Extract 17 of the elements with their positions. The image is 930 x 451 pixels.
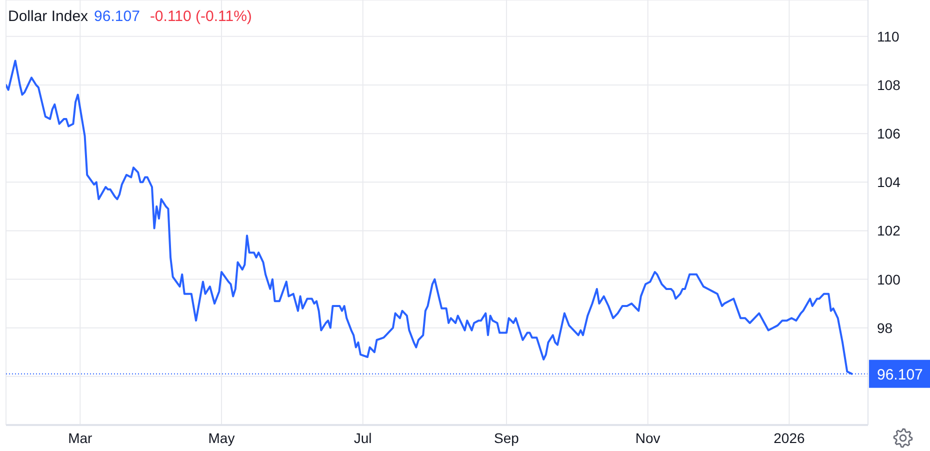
- y-tick-label: 110: [877, 28, 900, 44]
- text: Dollar Index: [8, 8, 88, 25]
- ref-line-label: 96.107: [877, 366, 923, 384]
- x-tick-label: Sep: [494, 430, 520, 446]
- annotation: -0.110 (-0.11%): [150, 8, 252, 25]
- x-tick-label: Mar: [68, 430, 93, 446]
- x-tick-label: 2026: [774, 430, 805, 446]
- x-tick-label: Nov: [635, 430, 660, 446]
- y-tick-label: 106: [877, 126, 901, 142]
- annotation: 96.107: [94, 8, 140, 25]
- y-tick-label: 108: [877, 76, 901, 93]
- x-tick-label: Jul: [354, 430, 372, 446]
- y-tick-label: 98: [877, 320, 893, 336]
- y-tick-label: 104: [877, 174, 901, 190]
- y-tick-label: 100: [877, 271, 901, 288]
- x-tick-label: May: [208, 430, 235, 446]
- y-tick-label: 102: [877, 222, 901, 239]
